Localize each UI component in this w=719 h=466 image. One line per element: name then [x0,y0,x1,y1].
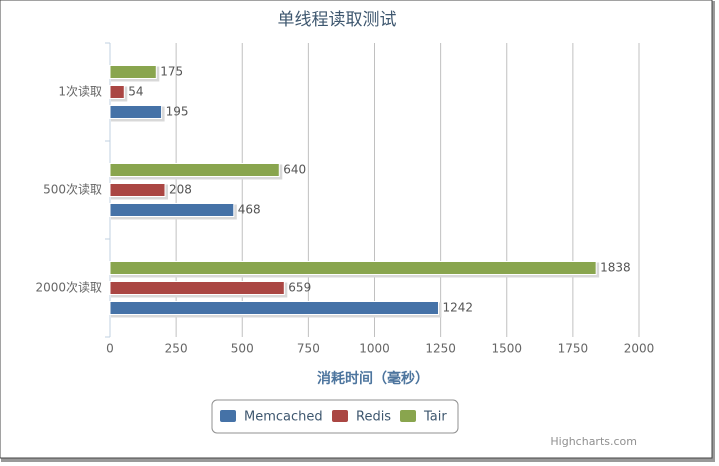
legend-symbol [220,410,236,422]
legend-label: Memcached [244,410,323,425]
bar [109,281,285,295]
chart-title: 单线程读取测试 [278,10,397,30]
frame [0,0,713,459]
y-tick-label: 2000次读取 [35,281,102,295]
data-label: 1242 [443,301,474,315]
data-label: 208 [169,183,192,197]
x-tick-label: 1250 [425,342,456,356]
data-label: 175 [160,65,183,79]
x-tick-label: 0 [106,342,114,356]
data-label: 659 [288,281,311,295]
x-tick-label: 1750 [558,342,589,356]
credits: Highcharts.com [550,435,637,448]
y-tick-label: 1次读取 [58,85,102,99]
y-tick-label: 500次读取 [43,183,102,197]
bar [109,65,157,79]
bar [109,85,125,99]
legend-symbol [332,410,348,422]
legend-label: Redis [356,410,391,425]
bar [109,203,235,217]
data-label: 195 [166,105,189,119]
legend-label: Tair [423,410,447,425]
x-tick-label: 1000 [359,342,390,356]
x-axis-title: 消耗时间（毫秒） [317,370,429,387]
data-label: 640 [283,163,306,177]
bar [109,105,163,119]
x-tick-label: 500 [231,342,254,356]
x-tick-label: 750 [297,342,320,356]
x-tick-label: 2000 [624,342,655,356]
legend-symbol [400,410,416,422]
data-label: 1838 [600,261,631,275]
x-tick-label: 250 [165,342,188,356]
bar [109,163,280,177]
data-label: 54 [128,85,143,99]
bar [109,183,166,197]
bar [109,301,440,315]
bar [109,261,597,275]
data-label: 468 [238,203,261,217]
x-tick-label: 1500 [491,342,522,356]
